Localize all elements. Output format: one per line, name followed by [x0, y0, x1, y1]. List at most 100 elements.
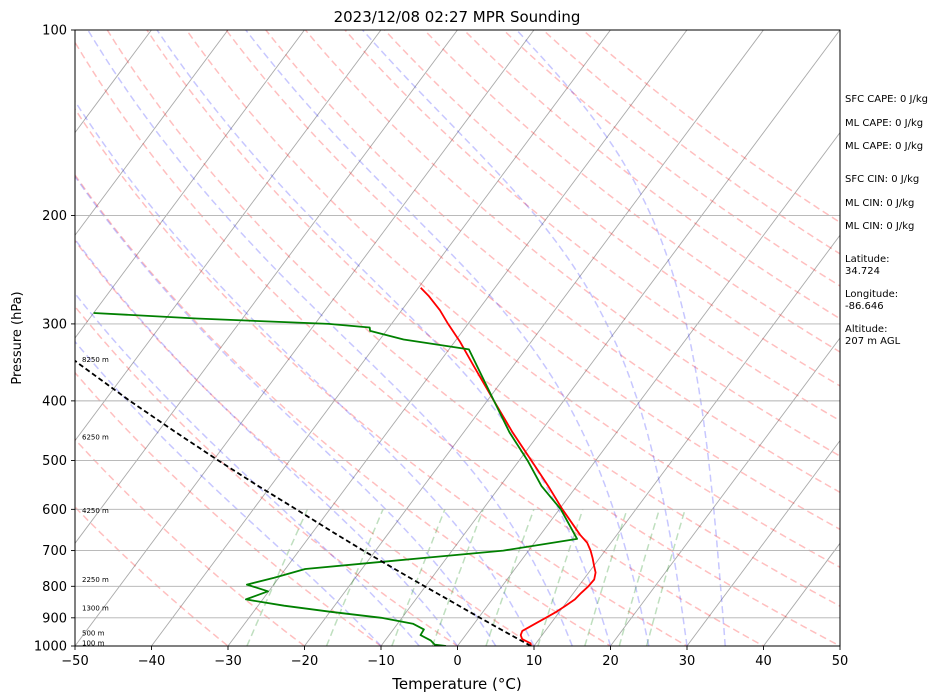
- height-label: 2250 m: [82, 576, 109, 584]
- dry-adiabat-line: [75, 438, 306, 646]
- dry-adiabat-line: [304, 30, 840, 457]
- chart-title: 2023/12/08 02:27 MPR Sounding: [334, 8, 581, 26]
- height-label: 4250 m: [82, 507, 109, 515]
- isotherm-line: [150, 30, 611, 646]
- sounding-annotation: ML CAPE: 0 J/kg: [845, 141, 923, 152]
- y-axis-ticks: 1000 900 800 700 600 500 400 300 200 100: [34, 24, 75, 655]
- dry-adiabat-line: [75, 505, 230, 646]
- sounding-annotation: -86.646: [845, 301, 884, 312]
- isotherm-line: [75, 30, 535, 646]
- dewpoint-profile-line: [93, 312, 578, 646]
- sounding-annotation: 207 m AGL: [845, 336, 901, 347]
- isotherm-line: [762, 542, 840, 646]
- parcel-profile-line: [75, 359, 532, 646]
- isotherm-line: [75, 30, 382, 442]
- y-tick-label: 1000: [34, 640, 67, 655]
- height-label: 1300 m: [82, 604, 109, 612]
- isotherm-line: [303, 30, 764, 646]
- mixing-ratio-line: [431, 509, 484, 646]
- dry-adiabat-line: [75, 305, 459, 646]
- x-axis-ticks: −50 −40 −30 −20 −10 0 10 20 30 40 50: [61, 646, 848, 669]
- moist-adiabat-line: [75, 99, 535, 646]
- height-label: 8250 m: [82, 356, 109, 364]
- sounding-annotations: SFC CAPE: 0 J/kg ML CAPE: 0 J/kg ML CAPE: …: [845, 94, 928, 347]
- x-tick-label: −40: [138, 654, 165, 669]
- mixing-ratio-line: [618, 509, 661, 646]
- dry-adiabat-line: [75, 239, 536, 646]
- dry-adiabat-line: [146, 30, 840, 608]
- sounding-annotation: ML CIN: 0 J/kg: [845, 221, 914, 232]
- isotherm-line: [75, 30, 458, 545]
- y-tick-label: 600: [42, 503, 67, 518]
- mixing-ratio-line: [391, 509, 446, 646]
- dry-adiabat-line: [462, 30, 840, 320]
- dry-adiabat-line: [185, 30, 840, 569]
- x-tick-label: −20: [291, 654, 318, 669]
- moist-adiabat-line: [87, 30, 573, 646]
- moist-adiabat-line: [156, 30, 612, 646]
- y-tick-label: 100: [42, 24, 67, 39]
- x-tick-label: 10: [526, 654, 543, 669]
- dry-adiabat-line: [75, 107, 689, 646]
- isotherm-line: [75, 30, 229, 237]
- moist-adiabat-line: [75, 238, 459, 646]
- sounding-series: [75, 287, 597, 646]
- y-tick-label: 200: [42, 209, 67, 224]
- dry-adiabat-line: [75, 40, 766, 646]
- temperature-profile-line: [420, 287, 597, 646]
- sounding-annotation: SFC CIN: 0 J/kg: [845, 174, 919, 185]
- mixing-ratio-line: [485, 509, 535, 646]
- moist-adiabat-line: [362, 30, 688, 646]
- sounding-annotation: Latitude:: [845, 254, 890, 265]
- height-label: 500 m: [82, 630, 105, 638]
- isotherm-line: [533, 234, 840, 646]
- sounding-annotation: ML CAPE: 0 J/kg: [845, 118, 923, 129]
- x-axis-title: Temperature (°C): [391, 675, 521, 693]
- y-tick-label: 500: [42, 454, 67, 469]
- x-tick-label: −50: [61, 654, 88, 669]
- dry-adiabat-line: [75, 173, 612, 646]
- moist-adiabat-line: [516, 30, 727, 646]
- isotherm-line: [686, 439, 840, 646]
- sounding-annotation: 34.724: [845, 266, 880, 277]
- mixing-ratio-line: [537, 509, 584, 646]
- dry-adiabat-line: [106, 30, 840, 646]
- dry-adiabat-line: [502, 30, 840, 287]
- isotherm-line: [75, 30, 152, 134]
- mixing-ratio-line: [584, 509, 628, 646]
- sounding-annotation: Altitude:: [845, 324, 887, 335]
- x-tick-label: 0: [453, 654, 461, 669]
- dry-adiabat-line: [423, 30, 840, 353]
- moist-adiabat-line: [75, 175, 497, 646]
- height-label: 6250 m: [82, 434, 109, 442]
- x-tick-label: −30: [214, 654, 241, 669]
- isotherm-line: [456, 131, 840, 646]
- dry-adiabat-line: [383, 30, 840, 387]
- y-axis-title: Pressure (hPa): [10, 291, 25, 384]
- isotherm-line: [380, 30, 840, 646]
- sounding-annotation: SFC CAPE: 0 J/kg: [845, 94, 928, 105]
- moist-adiabat-line: [245, 30, 650, 646]
- x-tick-label: 30: [679, 654, 696, 669]
- dry-adiabat-line: [264, 30, 840, 494]
- y-tick-label: 700: [42, 544, 67, 559]
- moist-adiabat-line: [75, 292, 420, 646]
- pressure-gridlines: [75, 30, 840, 646]
- x-tick-label: −10: [367, 654, 394, 669]
- isotherm-line: [609, 337, 840, 646]
- height-label: 100 m: [82, 639, 105, 647]
- sounding-annotation: ML CIN: 0 J/kg: [845, 198, 914, 209]
- dry-adiabat-line: [344, 30, 840, 422]
- dry-adiabat-line: [225, 30, 840, 531]
- x-tick-label: 50: [832, 654, 849, 669]
- x-tick-label: 40: [755, 654, 772, 669]
- y-tick-label: 400: [42, 394, 67, 409]
- y-tick-label: 800: [42, 580, 67, 595]
- moist-adiabat-line: [75, 340, 382, 646]
- y-tick-label: 300: [42, 317, 67, 332]
- y-tick-label: 900: [42, 611, 67, 626]
- sounding-annotation: Longitude:: [845, 289, 898, 300]
- x-tick-label: 20: [602, 654, 619, 669]
